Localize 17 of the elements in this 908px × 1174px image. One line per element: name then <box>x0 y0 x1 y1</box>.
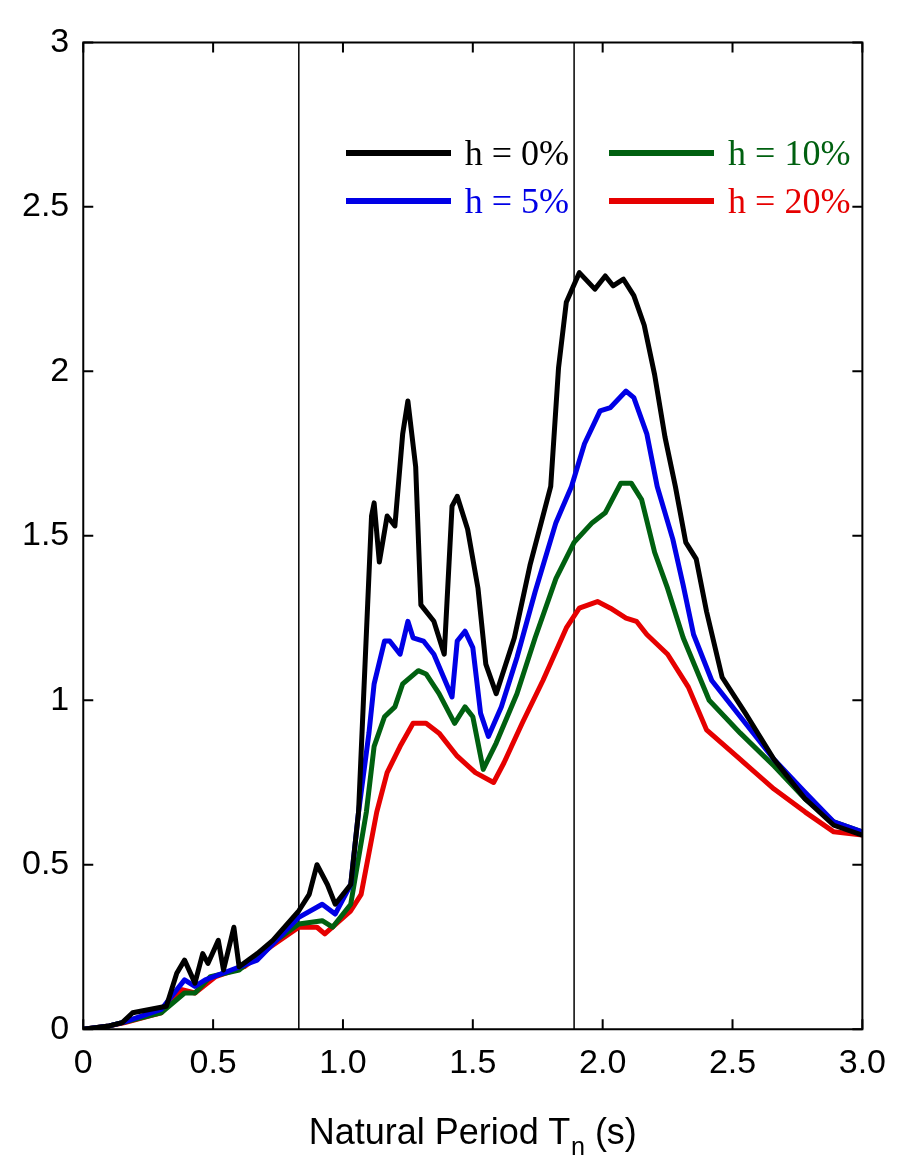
legend-label: h = 10% <box>728 132 851 175</box>
x-tick-label: 1.5 <box>449 1041 497 1080</box>
legend-label: h = 0% <box>464 132 570 175</box>
legend-label: h = 5% <box>464 180 570 223</box>
y-tick-label: 2 <box>50 349 70 388</box>
y-tick-label: 2.5 <box>22 185 70 224</box>
x-tick-label: 1.0 <box>319 1041 367 1080</box>
y-tick-label: 0 <box>50 1007 70 1046</box>
x-tick-label: 0.5 <box>189 1041 237 1080</box>
x-tick-label: 3.0 <box>838 1041 886 1080</box>
y-tick-label: 1.5 <box>22 514 70 553</box>
y-tick-label: 0.5 <box>22 843 70 882</box>
x-tick-label: 2.0 <box>579 1041 627 1080</box>
legend-label: h = 20% <box>728 180 851 223</box>
y-tick-label: 1 <box>50 678 70 717</box>
x-tick-label: 2.5 <box>708 1041 757 1080</box>
y-tick-label: 3 <box>50 20 70 59</box>
